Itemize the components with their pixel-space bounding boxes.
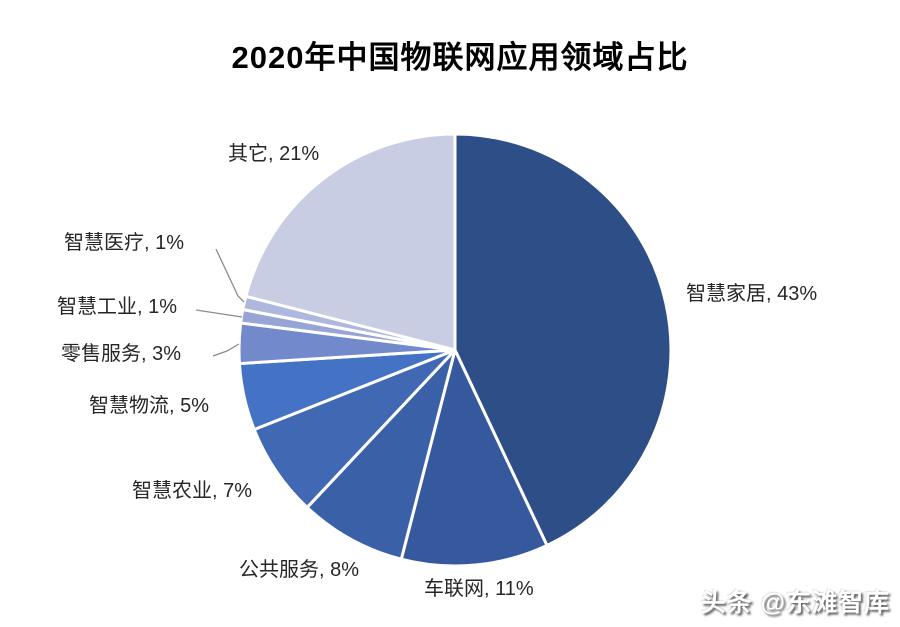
watermark-prefix: 头条 [700, 589, 761, 617]
slice-label-other: 其它, 21% [228, 143, 320, 165]
slice-label-smart-industry: 智慧工业, 1% [57, 296, 178, 318]
pie-slice-其它 [244, 132, 457, 352]
slice-label-retail-services: 零售服务, 3% [61, 343, 182, 365]
chart-title: 2020年中国物联网应用领域占比 [231, 40, 689, 75]
leader-line-retail-services [212, 343, 240, 357]
slice-label-smart-medical: 智慧医疗, 1% [64, 232, 185, 254]
pie-slices [237, 132, 673, 568]
leader-line-smart-industry [195, 309, 243, 318]
watermark: 头条 @东滩智库 [701, 583, 890, 619]
leader-lines [195, 248, 245, 357]
pie-slice-车联网 [399, 348, 549, 568]
pie-slice-智慧家居 [453, 132, 673, 547]
slice-label-internet-of-vehicles: 车联网, 11% [424, 578, 534, 600]
slice-label-smart-logistics: 智慧物流, 5% [89, 395, 210, 417]
slice-label-public-services: 公共服务, 8% [239, 559, 360, 581]
slice-label-smart-agriculture: 智慧农业, 7% [132, 480, 253, 502]
leader-line-smart-medical [215, 248, 245, 303]
pie-slice-公共服务 [305, 348, 457, 561]
watermark-handle: @东滩智库 [760, 589, 890, 617]
slice-label-smart-home: 智慧家居, 43% [686, 283, 818, 305]
